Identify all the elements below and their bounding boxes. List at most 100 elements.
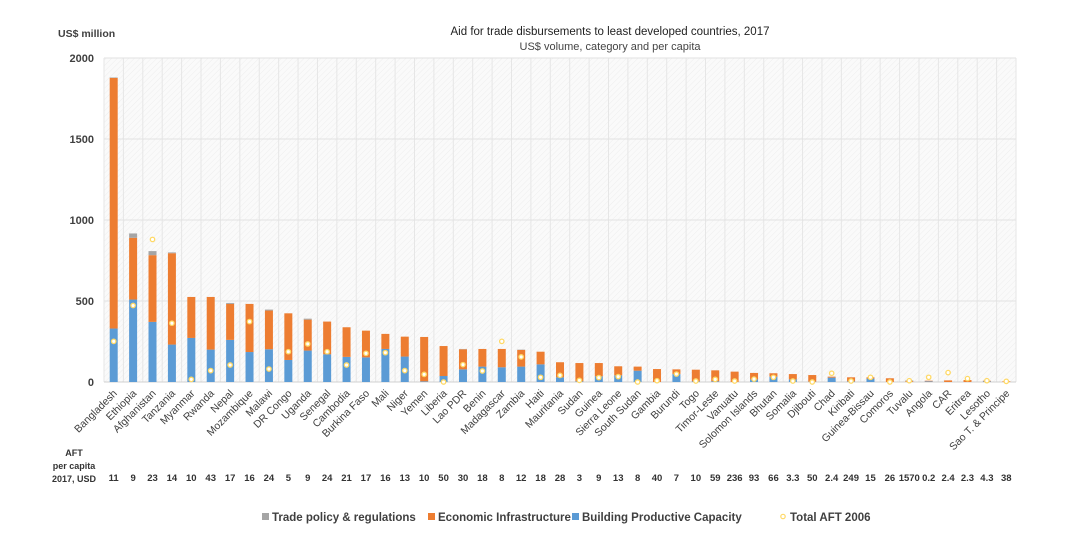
y-tick-label: 1000 bbox=[70, 215, 94, 227]
legend-label: Building Productive Capacity bbox=[582, 512, 742, 524]
total-aft-2006-marker bbox=[538, 375, 542, 379]
y-tick-label: 2000 bbox=[70, 53, 94, 65]
per-capita-value: 40 bbox=[652, 473, 663, 484]
per-capita-value: 18 bbox=[477, 473, 488, 484]
y-tick-label: 0 bbox=[88, 377, 94, 389]
y-tick-label: 1500 bbox=[70, 134, 94, 146]
bar-building-productive-capacity bbox=[207, 350, 215, 382]
per-capita-value: 14 bbox=[167, 473, 178, 484]
total-aft-2006-marker bbox=[674, 372, 678, 376]
bar-trade-policy-regulations bbox=[168, 252, 176, 253]
bar-building-productive-capacity bbox=[129, 300, 137, 382]
bar-building-productive-capacity bbox=[925, 381, 933, 382]
bar-building-productive-capacity bbox=[284, 360, 292, 382]
per-capita-value: 249 bbox=[843, 473, 859, 484]
per-capita-value: 10 bbox=[186, 473, 197, 484]
total-aft-2006-marker bbox=[267, 367, 271, 371]
per-capita-value: 26 bbox=[885, 473, 896, 484]
bar-economic-infrastructure bbox=[440, 346, 448, 376]
bar-economic-infrastructure bbox=[149, 255, 157, 322]
per-capita-value: 43 bbox=[205, 473, 216, 484]
per-capita-value: 2.4 bbox=[941, 473, 955, 484]
total-aft-2006-marker bbox=[888, 380, 892, 384]
per-capita-value: 10 bbox=[419, 473, 430, 484]
legend-marker bbox=[781, 514, 785, 518]
per-capita-value: 2.4 bbox=[825, 473, 839, 484]
per-capita-value: 15 bbox=[865, 473, 876, 484]
chart-title: Aid for trade disbursements to least dev… bbox=[451, 26, 770, 38]
per-capita-value: 21 bbox=[341, 473, 352, 484]
total-aft-2006-marker bbox=[577, 378, 581, 382]
bar-economic-infrastructure bbox=[595, 363, 603, 376]
total-aft-2006-marker bbox=[131, 303, 135, 307]
total-aft-2006-marker bbox=[694, 379, 698, 383]
bar-building-productive-capacity bbox=[828, 378, 836, 382]
per-capita-value: 59 bbox=[710, 473, 721, 484]
total-aft-2006-marker bbox=[907, 379, 911, 383]
total-aft-2006-marker bbox=[771, 375, 775, 379]
per-capita-value: 0.2 bbox=[922, 473, 935, 484]
bar-building-productive-capacity bbox=[265, 349, 273, 382]
per-capita-value: 236 bbox=[727, 473, 743, 484]
total-aft-2006-marker bbox=[868, 375, 872, 379]
total-aft-2006-marker bbox=[112, 339, 116, 343]
per-capita-value: 3.3 bbox=[786, 473, 799, 484]
bar-economic-infrastructure bbox=[944, 380, 952, 382]
per-capita-value: 8 bbox=[499, 473, 504, 484]
legend-label: Total AFT 2006 bbox=[790, 512, 871, 524]
total-aft-2006-marker bbox=[810, 380, 814, 384]
per-capita-value: 17 bbox=[225, 473, 236, 484]
per-capita-value: 17 bbox=[361, 473, 372, 484]
bar-building-productive-capacity bbox=[226, 340, 234, 382]
bar-trade-policy-regulations bbox=[265, 310, 273, 311]
total-aft-2006-marker bbox=[422, 372, 426, 376]
total-aft-2006-marker bbox=[965, 376, 969, 380]
total-aft-2006-marker bbox=[344, 363, 348, 367]
bar-economic-infrastructure bbox=[207, 297, 215, 350]
per-capita-value: 18 bbox=[535, 473, 546, 484]
total-aft-2006-marker bbox=[849, 379, 853, 383]
per-capita-value: 23 bbox=[147, 473, 158, 484]
bar-economic-infrastructure bbox=[925, 381, 933, 382]
bar-economic-infrastructure bbox=[187, 297, 195, 338]
per-capita-value: 50 bbox=[438, 473, 449, 484]
bar-economic-infrastructure bbox=[537, 352, 545, 365]
bar-building-productive-capacity bbox=[149, 322, 157, 382]
total-aft-2006-marker bbox=[752, 377, 756, 381]
per-capita-value: 1570 bbox=[899, 473, 920, 484]
total-aft-2006-marker bbox=[325, 350, 329, 354]
per-capita-value: 38 bbox=[1001, 473, 1012, 484]
total-aft-2006-marker bbox=[635, 380, 639, 384]
bar-trade-policy-regulations bbox=[226, 303, 234, 304]
bar-building-productive-capacity bbox=[323, 354, 331, 382]
chart-subtitle: US$ volume, category and per capita bbox=[520, 41, 702, 53]
total-aft-2006-marker bbox=[441, 380, 445, 384]
per-capita-value: 30 bbox=[458, 473, 469, 484]
total-aft-2006-marker bbox=[228, 363, 232, 367]
bar-economic-infrastructure bbox=[226, 304, 234, 340]
total-aft-2006-marker bbox=[616, 374, 620, 378]
per-capita-value: 24 bbox=[322, 473, 333, 484]
bar-economic-infrastructure bbox=[381, 334, 389, 349]
per-capita-value: 11 bbox=[109, 473, 120, 484]
bar-economic-infrastructure bbox=[401, 337, 409, 357]
per-capita-value: 4.3 bbox=[980, 473, 993, 484]
per-capita-value: 10 bbox=[691, 473, 702, 484]
total-aft-2006-marker bbox=[306, 342, 310, 346]
per-capita-row-label: AFT bbox=[65, 448, 83, 458]
bar-economic-infrastructure bbox=[265, 311, 273, 350]
per-capita-row-label: 2017, USD bbox=[52, 474, 97, 484]
per-capita-value: 8 bbox=[635, 473, 640, 484]
per-capita-value: 12 bbox=[516, 473, 527, 484]
y-axis-unit: US$ million bbox=[58, 28, 115, 40]
total-aft-2006-marker bbox=[519, 355, 523, 359]
bar-building-productive-capacity bbox=[187, 338, 195, 382]
total-aft-2006-marker bbox=[926, 375, 930, 379]
bar-building-productive-capacity bbox=[168, 345, 176, 382]
per-capita-value: 13 bbox=[613, 473, 624, 484]
legend-swatch bbox=[262, 513, 269, 520]
total-aft-2006-marker bbox=[791, 379, 795, 383]
per-capita-value: 9 bbox=[596, 473, 601, 484]
bar-economic-infrastructure bbox=[634, 367, 642, 371]
